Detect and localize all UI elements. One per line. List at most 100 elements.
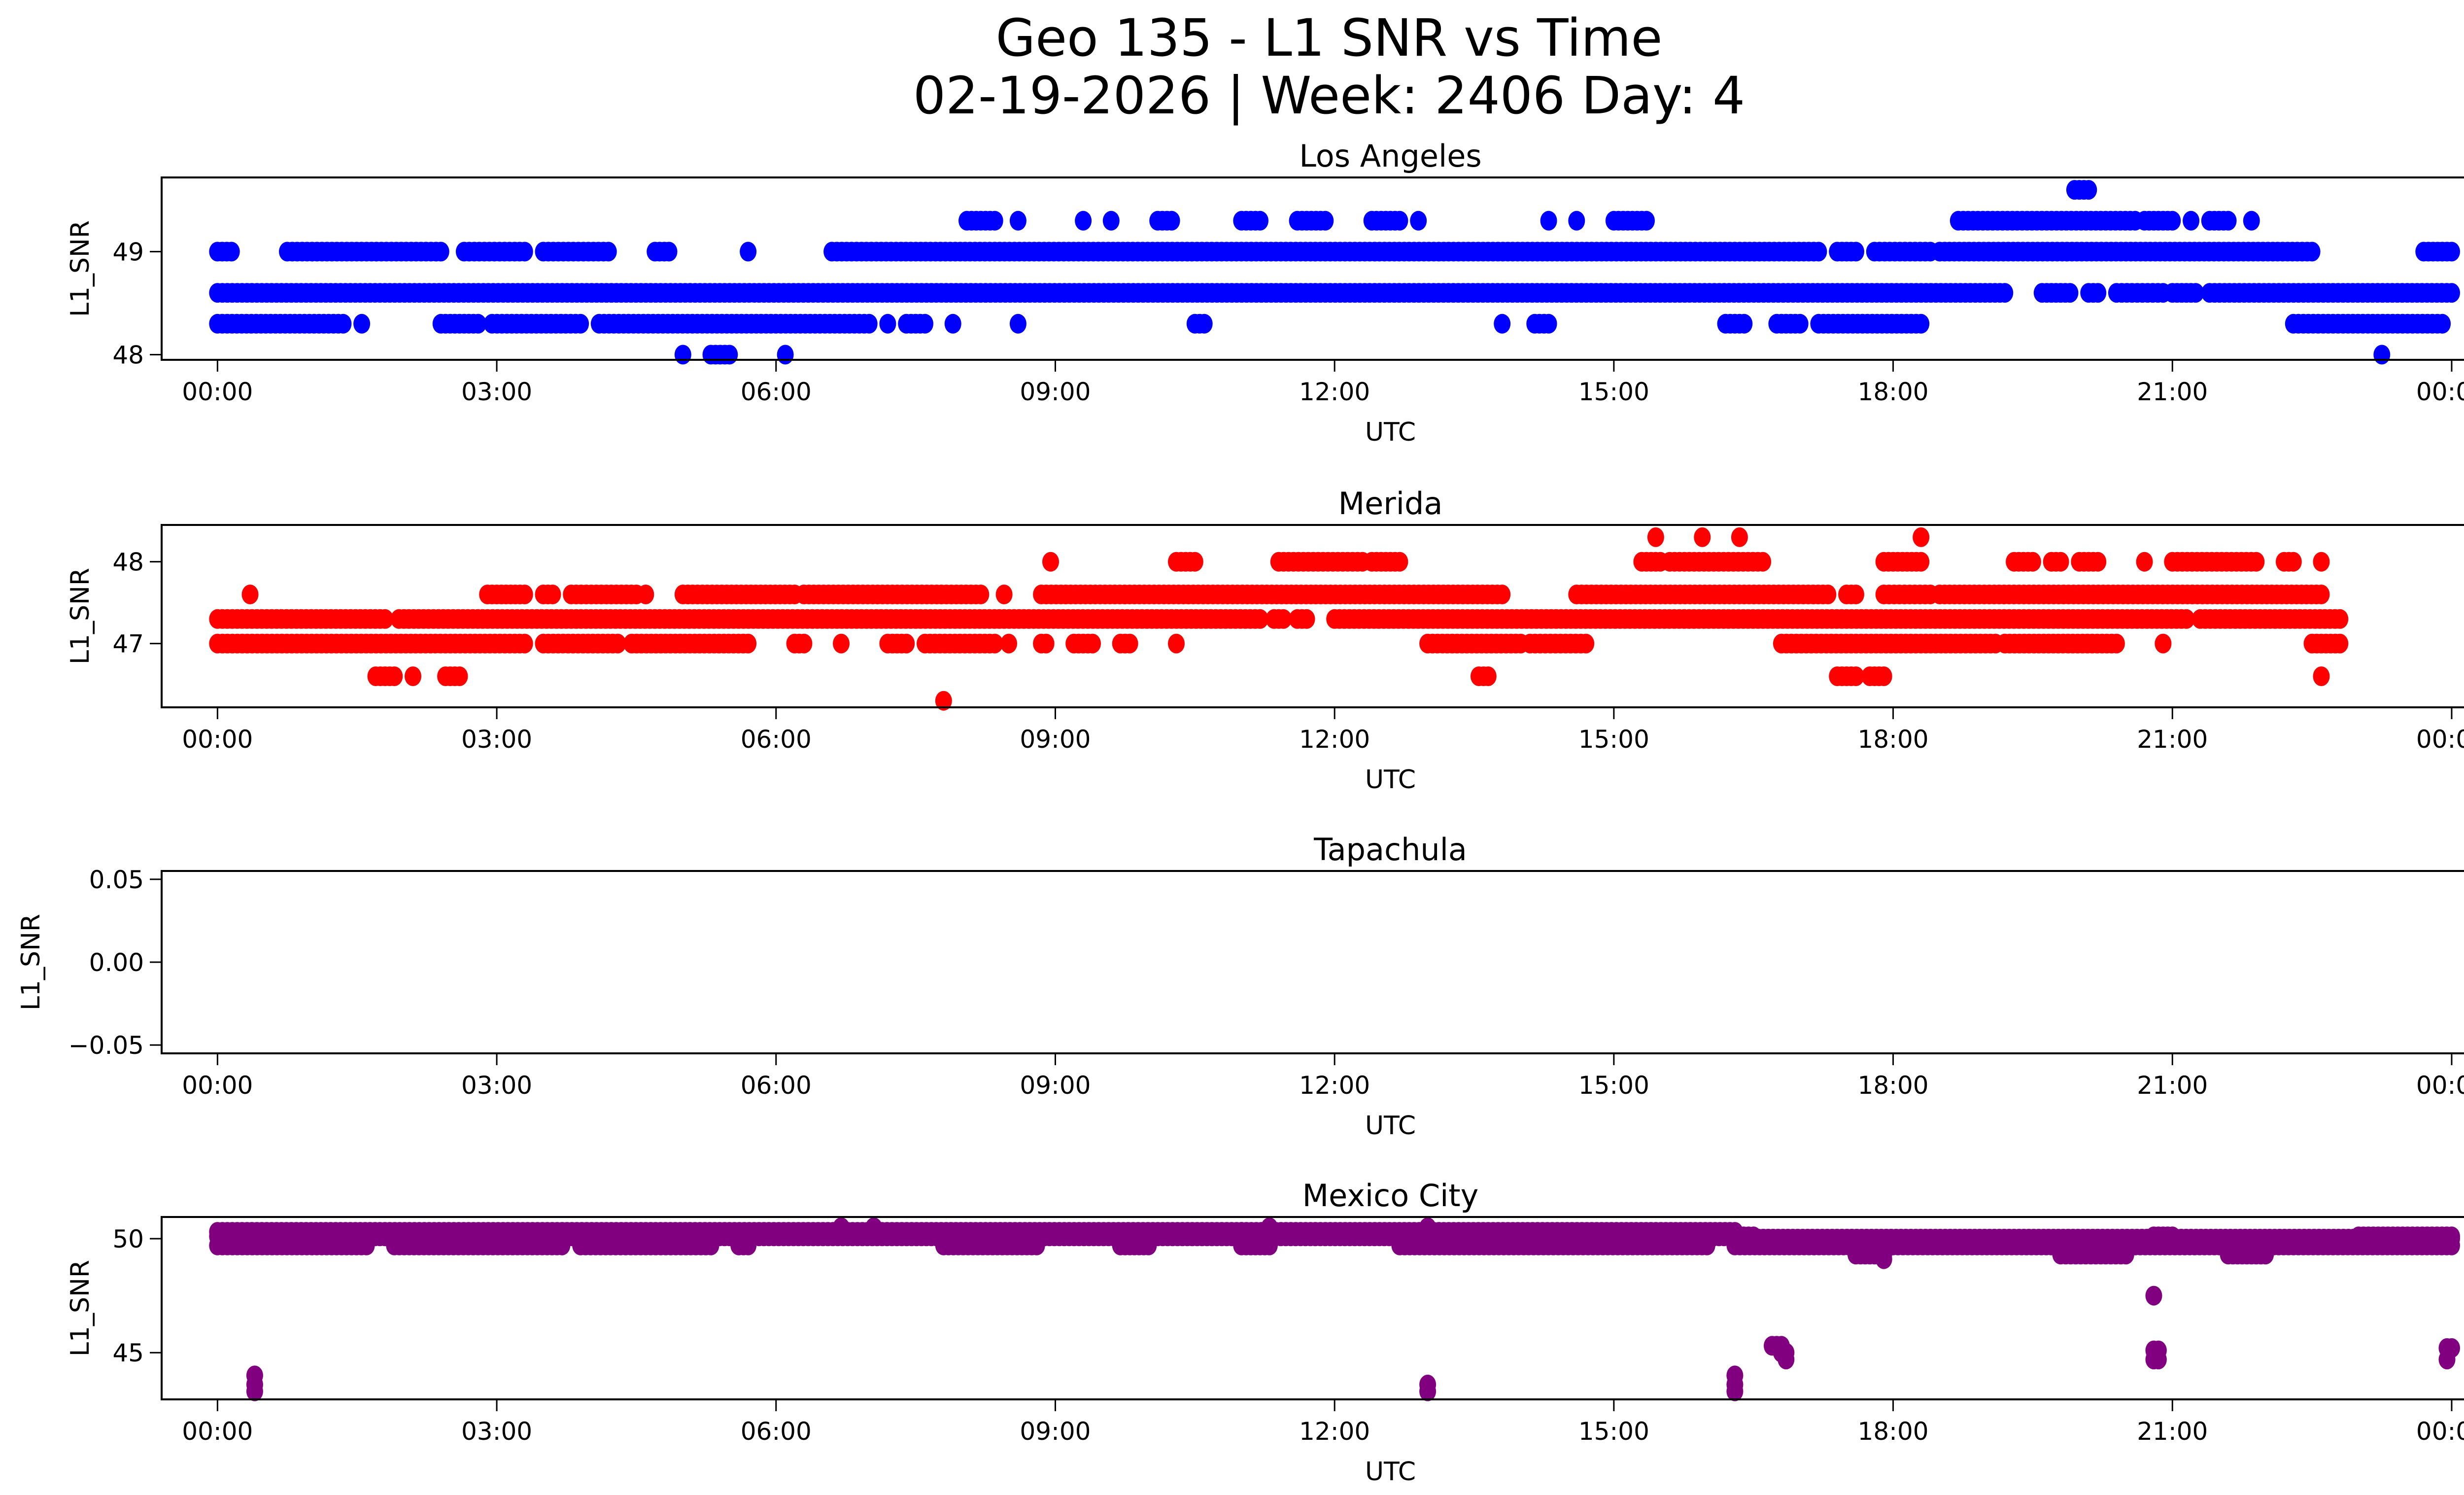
y-tick-label: 49 bbox=[112, 238, 144, 267]
x-tick-label: 03:00 bbox=[461, 1071, 532, 1100]
x-tick-label: 00:00 bbox=[2416, 378, 2464, 406]
data-point bbox=[1419, 1381, 1437, 1401]
data-point bbox=[2443, 1235, 2460, 1255]
data-point bbox=[2313, 585, 2330, 604]
data-point bbox=[1647, 527, 1664, 547]
data-point bbox=[2155, 633, 2172, 654]
data-point bbox=[917, 313, 933, 334]
y-tick-label: 45 bbox=[112, 1339, 144, 1367]
data-point bbox=[516, 633, 533, 654]
data-point bbox=[833, 633, 850, 654]
x-tick-label: 00:00 bbox=[2416, 1417, 2464, 1446]
x-axis-label: UTC bbox=[1365, 1111, 1416, 1141]
data-point bbox=[1391, 210, 1408, 231]
x-tick-label: 09:00 bbox=[1020, 1417, 1091, 1446]
x-tick-label: 12:00 bbox=[1299, 1417, 1370, 1446]
data-point bbox=[1494, 313, 1511, 334]
data-point bbox=[2117, 1245, 2134, 1265]
x-tick-label: 06:00 bbox=[741, 725, 812, 754]
data-point bbox=[1252, 609, 1268, 629]
data-point bbox=[1410, 210, 1427, 231]
data-point bbox=[898, 633, 915, 654]
data-point bbox=[2331, 609, 2349, 629]
y-tick-label: 48 bbox=[112, 548, 144, 577]
panel-merida: Merida 00:00 03:00 06:00 09:00 12:00 15:00 18:0… bbox=[66, 486, 2464, 795]
x-tick-label: 00:00 bbox=[182, 1071, 253, 1100]
data-point bbox=[995, 585, 1013, 604]
data-point bbox=[2220, 210, 2237, 231]
data-point bbox=[1810, 242, 1827, 262]
y-axis-label: L1_SNR bbox=[66, 1260, 95, 1356]
data-point bbox=[972, 585, 990, 604]
data-point bbox=[572, 313, 589, 334]
data-point bbox=[1084, 633, 1101, 654]
data-point bbox=[1275, 609, 1292, 629]
x-axis-label: UTC bbox=[1365, 765, 1416, 795]
data-point bbox=[516, 242, 533, 262]
data-point bbox=[2434, 313, 2451, 334]
data-point bbox=[516, 585, 533, 604]
y-tick-label: 50 bbox=[112, 1225, 144, 1253]
x-tick-label: 00:00 bbox=[182, 725, 253, 754]
y-tick-label: 0.05 bbox=[89, 866, 144, 894]
y-tick-label: 0.00 bbox=[89, 948, 144, 977]
data-point bbox=[432, 242, 449, 262]
data-point bbox=[1298, 609, 1315, 629]
data-point bbox=[637, 585, 654, 604]
data-point bbox=[2136, 552, 2153, 572]
data-point bbox=[1568, 210, 1585, 231]
data-point bbox=[1694, 527, 1711, 547]
data-point bbox=[1913, 552, 1930, 572]
data-point bbox=[1042, 552, 1059, 572]
data-point bbox=[2150, 1350, 2167, 1370]
data-point bbox=[740, 1235, 757, 1255]
data-point bbox=[860, 313, 878, 334]
data-point bbox=[1540, 313, 1557, 334]
data-point bbox=[1000, 633, 1017, 654]
axes-frame bbox=[161, 870, 2464, 1054]
x-tick-label: 00:00 bbox=[182, 1417, 253, 1446]
data-point bbox=[1261, 1235, 1278, 1255]
data-point bbox=[1791, 313, 1809, 334]
y-axis-label: L1_SNR bbox=[66, 220, 95, 317]
data-point bbox=[1540, 210, 1557, 231]
x-tick-label: 00:00 bbox=[182, 378, 253, 406]
x-axis-label: UTC bbox=[1365, 417, 1416, 447]
data-point bbox=[2024, 552, 2041, 572]
x-tick-label: 03:00 bbox=[461, 1417, 532, 1446]
data-point bbox=[451, 666, 468, 686]
x-tick-label: 00:00 bbox=[2416, 1071, 2464, 1100]
data-point bbox=[1037, 633, 1055, 654]
x-tick-label: 12:00 bbox=[1299, 378, 1370, 406]
panel-title: Tapachula bbox=[1313, 832, 1467, 868]
data-point bbox=[1196, 313, 1213, 334]
data-point bbox=[795, 633, 813, 654]
x-tick-label: 09:00 bbox=[1020, 725, 1091, 754]
data-point bbox=[935, 691, 952, 711]
data-point bbox=[2373, 345, 2391, 365]
axes-frame bbox=[161, 176, 2464, 361]
data-point bbox=[553, 1235, 571, 1255]
data-point bbox=[2089, 552, 2107, 572]
data-point bbox=[2285, 552, 2302, 572]
panel-los-angeles: Los Angeles 00:00 03:00 06:00 09:00 12:00 15:0… bbox=[66, 138, 2464, 447]
data-point bbox=[1317, 210, 1334, 231]
data-point bbox=[1754, 552, 1772, 572]
data-point bbox=[241, 585, 259, 604]
scatter-series bbox=[209, 1217, 2460, 1401]
data-point bbox=[470, 313, 487, 334]
axes-frame bbox=[161, 1216, 2464, 1400]
data-point bbox=[223, 242, 240, 262]
x-tick-label: 21:00 bbox=[2137, 1417, 2208, 1446]
data-point bbox=[2061, 283, 2079, 303]
axes-frame bbox=[161, 524, 2464, 708]
x-tick-label: 18:00 bbox=[1858, 725, 1929, 754]
scatter-series bbox=[209, 180, 2460, 365]
data-point bbox=[879, 313, 896, 334]
data-point bbox=[1736, 313, 1753, 334]
data-point bbox=[1848, 242, 1864, 262]
x-tick-label: 06:00 bbox=[741, 378, 812, 406]
data-point bbox=[1577, 633, 1595, 654]
data-point bbox=[740, 633, 757, 654]
x-tick-label: 00:00 bbox=[2416, 725, 2464, 754]
